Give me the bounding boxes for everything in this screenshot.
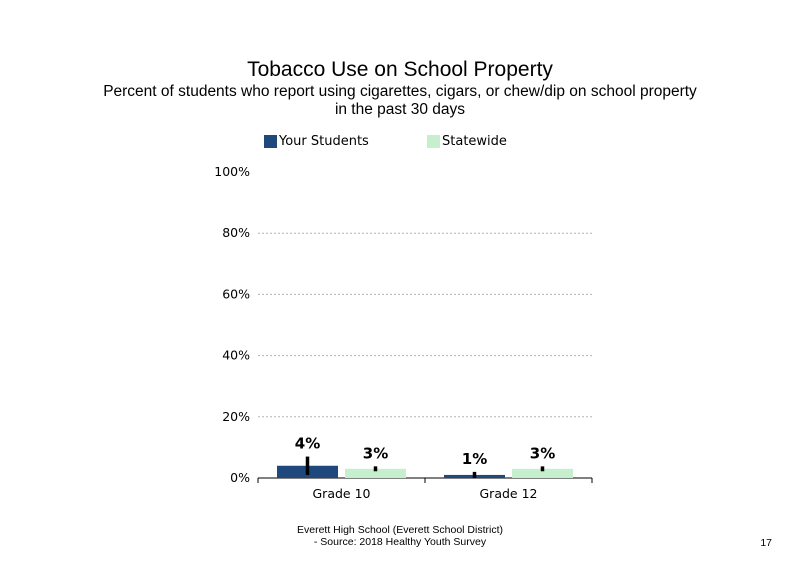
legend-label-your-students: Your Students (279, 134, 369, 149)
data-label-statewide-1: 3% (530, 444, 555, 462)
chart-title: Tobacco Use on School Property (247, 58, 553, 81)
data-label-statewide-0: 3% (363, 444, 388, 462)
footer-school: Everett High School (Everett School Dist… (297, 524, 503, 536)
chart-subtitle: Percent of students who report using cig… (0, 83, 800, 119)
legend-label-statewide: Statewide (442, 134, 507, 149)
bar-statewide-1 (512, 468, 573, 478)
bar-statewide-0 (345, 468, 406, 478)
subtitle-line-1: Percent of students who report using cig… (103, 83, 697, 100)
legend-item-your-students: Your Students (264, 134, 369, 149)
footer-source: - Source: 2018 Healthy Youth Survey (313, 536, 487, 548)
footer: Everett High School (Everett School Dist… (0, 524, 800, 548)
data-label-your-students-1: 1% (462, 450, 487, 468)
y-tick-label-20: 20% (222, 409, 250, 424)
y-tick-label-80: 80% (222, 225, 250, 240)
x-tick-label-1: Grade 12 (480, 486, 538, 501)
data-label-your-students-0: 4% (295, 435, 320, 453)
legend-swatch-statewide (427, 135, 440, 148)
y-tick-label-0: 0% (230, 470, 250, 485)
legend: Your Students Statewide (0, 134, 800, 152)
y-tick-label-60: 60% (222, 286, 250, 301)
legend-item-statewide: Statewide (427, 134, 507, 149)
y-tick-label-100: 100% (214, 164, 250, 179)
y-tick-label-40: 40% (222, 348, 250, 363)
subtitle-line-2: in the past 30 days (334, 101, 466, 118)
legend-swatch-your-students (264, 135, 277, 148)
x-tick-label-0: Grade 10 (313, 486, 371, 501)
page-number: 17 (760, 537, 772, 549)
